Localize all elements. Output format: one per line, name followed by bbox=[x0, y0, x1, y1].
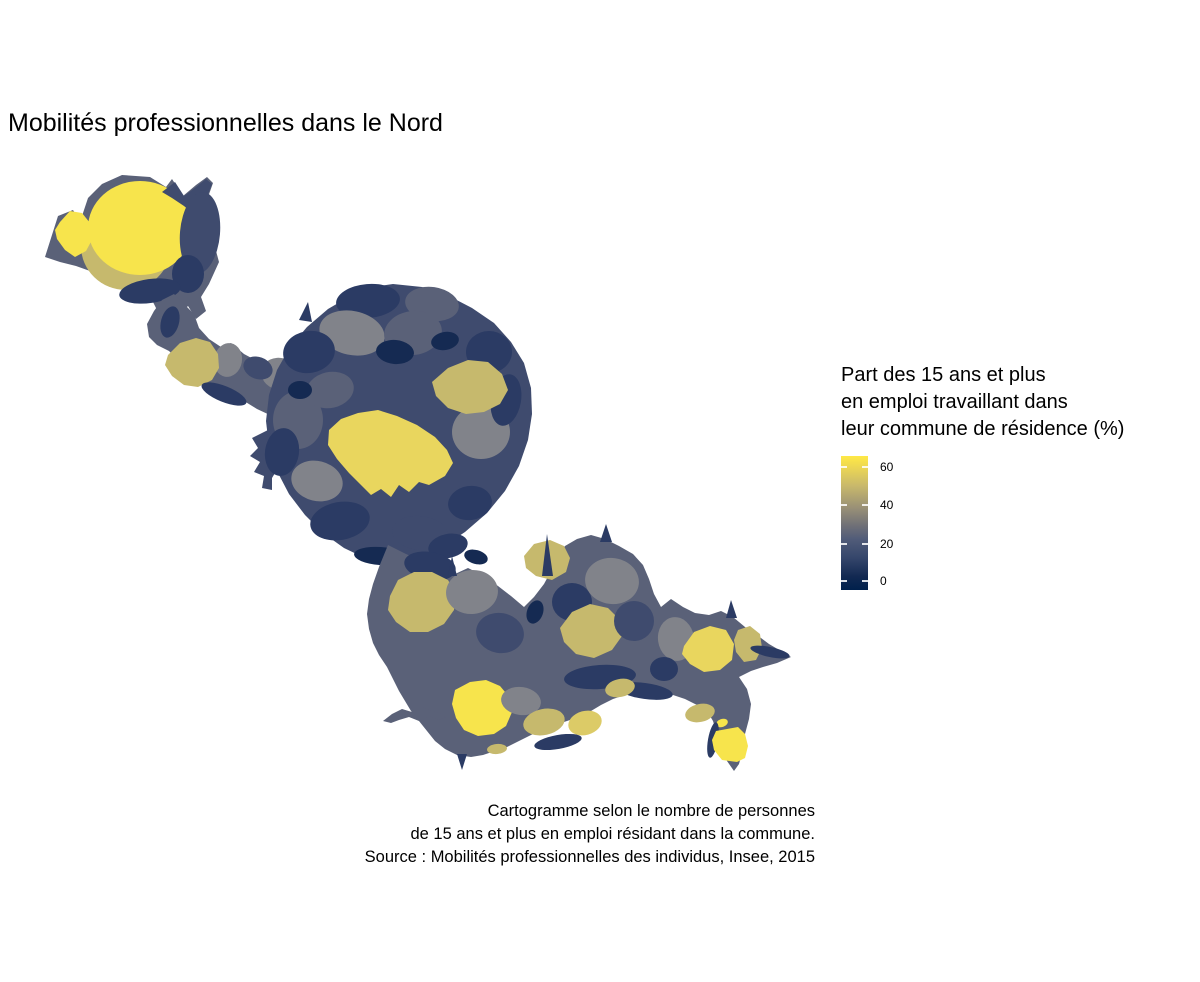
map-region bbox=[568, 710, 602, 736]
legend-tick-mark bbox=[841, 465, 847, 468]
legend-tick-label: 40 bbox=[880, 497, 894, 512]
legend-title-line: leur commune de résidence (%) bbox=[841, 418, 1125, 440]
map-region bbox=[446, 569, 498, 615]
map-region bbox=[448, 556, 457, 576]
caption: Cartogramme selon le nombre de personnes… bbox=[200, 800, 815, 869]
legend-tick-mark bbox=[841, 579, 847, 582]
map-region bbox=[165, 338, 219, 387]
legend-tick-label: 20 bbox=[880, 536, 894, 551]
map-region bbox=[310, 501, 370, 541]
map-region bbox=[542, 534, 553, 576]
map-region bbox=[685, 703, 715, 723]
map-region bbox=[243, 356, 273, 380]
map-region bbox=[487, 743, 507, 755]
map-region bbox=[388, 572, 456, 632]
legend-tick-label: 60 bbox=[880, 459, 894, 474]
map-region bbox=[750, 645, 790, 659]
legend-colorbar-wrap: 60 40 20 0 bbox=[841, 456, 893, 590]
page-title: Mobilités professionnelles dans le Nord bbox=[8, 109, 443, 137]
map-region bbox=[299, 302, 312, 322]
legend-tick-mark bbox=[862, 542, 868, 545]
legend-tick-mark bbox=[862, 465, 868, 468]
map-region bbox=[88, 181, 192, 275]
map-region bbox=[614, 601, 654, 641]
caption-line: de 15 ans et plus en emploi résidant dan… bbox=[410, 825, 816, 843]
map-region bbox=[306, 371, 354, 409]
map-region bbox=[523, 708, 565, 736]
legend-tick-mark bbox=[841, 542, 847, 545]
map-region bbox=[160, 306, 180, 338]
map-region bbox=[179, 192, 221, 274]
map-region bbox=[716, 718, 728, 728]
map-region bbox=[526, 600, 544, 624]
map-region bbox=[452, 680, 512, 736]
map-region bbox=[464, 549, 488, 565]
map-region bbox=[560, 604, 622, 658]
legend-ticks: 60 40 20 0 bbox=[841, 456, 893, 590]
map-region bbox=[448, 485, 492, 521]
map-region bbox=[476, 612, 524, 654]
map-region bbox=[288, 381, 312, 399]
map-region bbox=[457, 754, 467, 770]
map-region bbox=[283, 330, 335, 374]
map-region bbox=[712, 727, 748, 762]
map-region bbox=[650, 657, 678, 681]
map-region bbox=[600, 524, 612, 542]
map-region bbox=[605, 678, 635, 698]
map-region bbox=[119, 278, 181, 304]
legend-tick-mark bbox=[841, 503, 847, 506]
map-region bbox=[319, 310, 385, 356]
legend-tick-mark bbox=[862, 503, 868, 506]
caption-line: Source : Mobilités professionnelles des … bbox=[364, 848, 815, 866]
legend-tick-label: 0 bbox=[880, 573, 887, 588]
map-region bbox=[428, 533, 468, 559]
legend-title-line: en emploi travaillant dans bbox=[841, 391, 1068, 413]
map-region bbox=[336, 283, 400, 319]
caption-line: Cartogramme selon le nombre de personnes bbox=[487, 802, 815, 820]
map-region bbox=[534, 733, 582, 751]
map-region bbox=[432, 360, 508, 414]
map-region bbox=[501, 686, 541, 716]
map-region bbox=[431, 331, 459, 351]
map-region bbox=[383, 707, 446, 723]
map-region bbox=[55, 211, 93, 257]
legend-colorbar bbox=[841, 456, 868, 590]
map-region bbox=[585, 557, 639, 605]
map-region bbox=[734, 626, 762, 662]
map-region bbox=[213, 343, 243, 377]
legend-title-line: Part des 15 ans et plus bbox=[841, 364, 1046, 386]
map-region bbox=[172, 255, 204, 293]
legend: Part des 15 ans et plus en emploi travai… bbox=[841, 362, 1193, 590]
map-region bbox=[328, 410, 453, 497]
map-region bbox=[264, 428, 300, 476]
legend-title: Part des 15 ans et plus en emploi travai… bbox=[841, 362, 1193, 443]
map-region bbox=[726, 600, 737, 618]
map-region bbox=[291, 460, 343, 502]
map-region bbox=[376, 339, 414, 365]
map-region bbox=[201, 382, 247, 406]
map-region bbox=[682, 626, 734, 672]
legend-tick-mark bbox=[862, 579, 868, 582]
